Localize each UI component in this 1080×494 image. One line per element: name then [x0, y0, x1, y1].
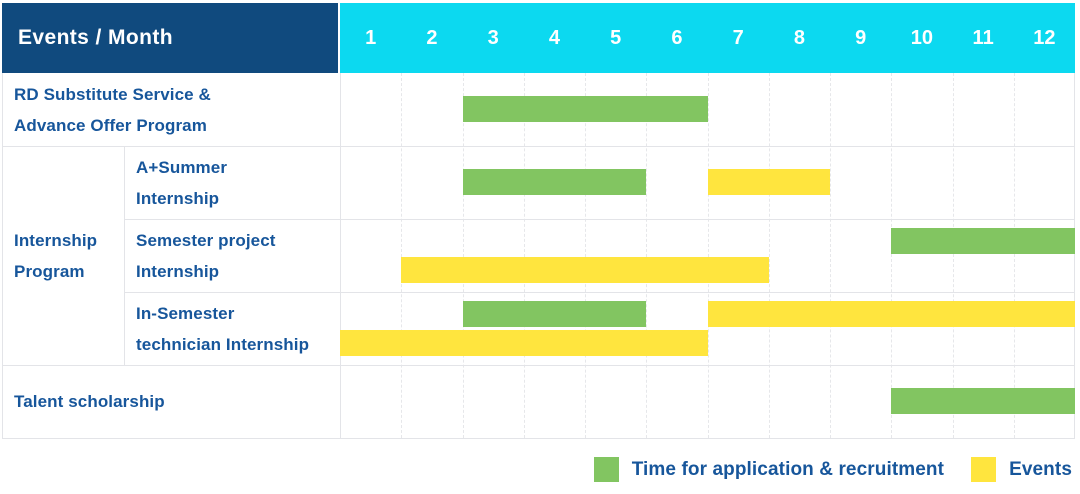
month-tick: 11	[972, 26, 994, 49]
row-label-a-plus-summer-internship: A+Summer Internship	[136, 157, 228, 208]
legend-swatch-application-icon	[593, 457, 619, 482]
legend-item-application: Time for application & recruitment	[593, 457, 945, 482]
legend-label-events: Events	[1009, 458, 1072, 480]
row-label-rd-substitute-service: RD Substitute Service & Advance Offer Pr…	[14, 84, 211, 135]
month-gridlines	[340, 73, 1075, 438]
chart-row-in-semester-technician-internship	[340, 292, 1075, 365]
table-left-border	[2, 73, 3, 438]
row-border	[124, 292, 1075, 293]
gantt-bar-application	[891, 228, 1075, 254]
row-label-talent-scholarship: Talent scholarship	[14, 392, 165, 411]
grid-vline	[646, 73, 648, 438]
month-tick: 12	[1033, 26, 1056, 49]
row-border	[2, 365, 1075, 366]
grid-vline	[401, 73, 403, 438]
row-border	[2, 146, 1075, 147]
month-tick: 7	[732, 26, 744, 49]
grid-vline	[462, 73, 464, 438]
chart-row-rd-substitute-service	[340, 73, 1075, 146]
grid-vline	[891, 73, 893, 438]
grid-vline	[707, 73, 709, 438]
gantt-bar-application	[462, 96, 708, 122]
legend-item-events: Events	[971, 457, 1072, 482]
gantt-bar-events	[707, 301, 1075, 327]
grid-vline	[523, 73, 525, 438]
month-tick: 8	[793, 26, 805, 49]
month-tick: 2	[426, 26, 438, 49]
label-chart-divider	[340, 73, 341, 438]
chart-row-a-plus-summer-internship	[340, 146, 1075, 219]
month-tick: 3	[487, 26, 499, 49]
chart-row-semester-project-internship	[340, 219, 1075, 292]
gantt-bar-application	[462, 301, 647, 327]
legend-label-application: Time for application & recruitment	[631, 458, 945, 480]
gantt-bar-events	[340, 330, 708, 356]
month-tick: 6	[671, 26, 683, 49]
month-tick: 4	[548, 26, 560, 49]
group-subrow-divider	[124, 146, 125, 365]
month-tick: 5	[610, 26, 622, 49]
gantt-bar-events	[401, 257, 769, 283]
row-label-semester-project-internship: Semester project Internship	[136, 230, 276, 281]
grid-vline	[768, 73, 770, 438]
legend-swatch-events-icon	[971, 457, 997, 482]
month-tick: 9	[855, 26, 867, 49]
events-month-header-label: Events / Month	[18, 26, 173, 49]
legend: Time for application & recruitment Event…	[593, 457, 1072, 482]
grid-vline	[952, 73, 954, 438]
row-label-in-semester-technician-internship: In-Semester technician Internship	[136, 303, 310, 354]
month-header-row: 1 2 3 4 5 6 7 8 9 10 11 12	[340, 3, 1075, 73]
gantt-bar-events	[707, 169, 830, 195]
table-right-border	[1074, 73, 1075, 438]
events-month-header-cell: Events / Month	[2, 3, 338, 73]
grid-vline	[1013, 73, 1015, 438]
month-tick: 1	[365, 26, 377, 49]
row-border	[124, 219, 1075, 220]
gantt-bar-application	[891, 388, 1075, 414]
chart-row-talent-scholarship	[340, 365, 1075, 438]
gantt-bar-application	[462, 169, 647, 195]
table-bottom-border	[2, 438, 1075, 439]
group-label-internship-program: Internship Program	[14, 230, 98, 281]
grid-vline	[830, 73, 831, 438]
month-tick: 10	[910, 26, 933, 49]
grid-vline	[585, 73, 586, 438]
